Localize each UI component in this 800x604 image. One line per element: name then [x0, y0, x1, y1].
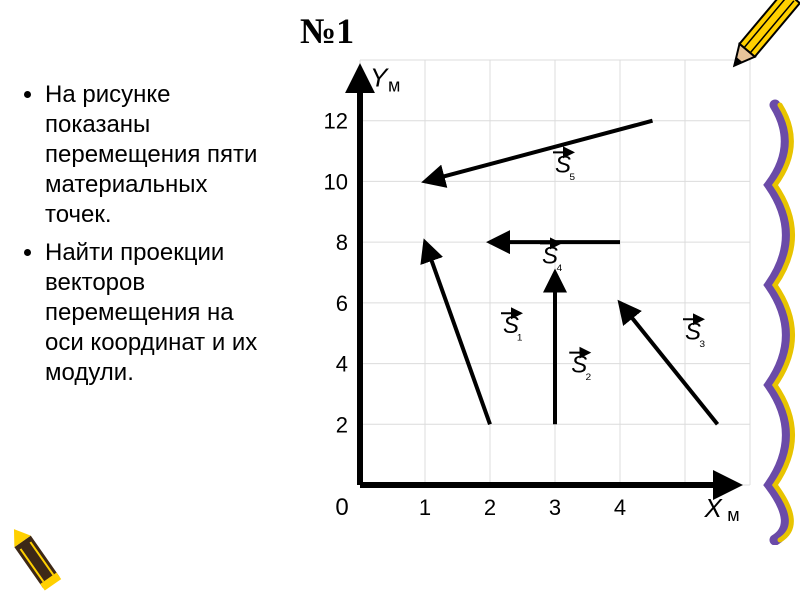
- crayon-icon: [0, 514, 86, 604]
- text-column: На рисунке показаны перемещения пяти мат…: [25, 80, 275, 396]
- svg-text:2: 2: [336, 412, 348, 437]
- svg-text:12: 12: [324, 109, 348, 134]
- svg-text:3: 3: [549, 495, 561, 520]
- svg-text:₂: ₂: [585, 366, 591, 383]
- pencil-icon: [700, 0, 800, 95]
- svg-text:8: 8: [336, 230, 348, 255]
- svg-text:м: м: [727, 505, 739, 525]
- svg-text:4: 4: [336, 352, 348, 377]
- displacement-chart: 1234246810120XмYмS₁S₂S₃S₄S₅: [290, 50, 760, 530]
- svg-text:10: 10: [324, 169, 348, 194]
- svg-text:4: 4: [614, 495, 626, 520]
- svg-text:Y: Y: [370, 62, 389, 92]
- svg-text:₄: ₄: [556, 256, 563, 273]
- svg-text:₃: ₃: [699, 332, 706, 349]
- svg-text:1: 1: [419, 495, 431, 520]
- svg-text:₁: ₁: [517, 326, 522, 343]
- svg-text:2: 2: [484, 495, 496, 520]
- bullet-list: На рисунке показаны перемещения пяти мат…: [25, 80, 275, 388]
- slide-title: №1: [300, 10, 354, 52]
- svg-text:6: 6: [336, 291, 348, 316]
- bullet-1: На рисунке показаны перемещения пяти мат…: [45, 80, 275, 230]
- svg-text:0: 0: [335, 494, 348, 521]
- svg-text:X: X: [704, 493, 724, 523]
- bullet-2: Найти проекции векторов перемещения на о…: [45, 238, 275, 388]
- svg-text:м: м: [388, 75, 400, 95]
- squiggle-icon: [755, 95, 800, 545]
- svg-text:₅: ₅: [569, 165, 575, 182]
